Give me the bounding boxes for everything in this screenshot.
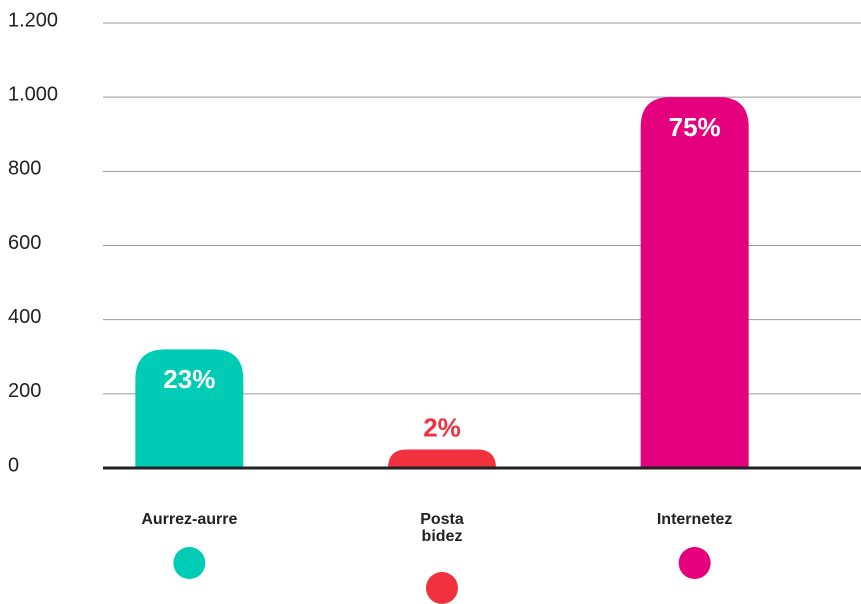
y-tick-label: 0 — [8, 454, 19, 476]
legend-dot — [173, 547, 206, 579]
bar — [388, 449, 496, 468]
x-tick-label: Posta bidez — [420, 511, 464, 545]
y-tick-label: 600 — [8, 232, 41, 254]
y-tick-label: 800 — [8, 158, 41, 180]
bar — [135, 349, 244, 468]
x-tick-label: Aurrez-aurre — [141, 511, 238, 528]
legend-dot — [678, 547, 711, 579]
y-tick-label: 200 — [8, 380, 41, 402]
data-label: 75% — [669, 112, 721, 142]
y-tick-label: 1.000 — [8, 83, 58, 105]
y-tick-label: 400 — [8, 306, 41, 328]
y-tick-label: 1.200 — [8, 9, 58, 31]
data-label: 23% — [163, 364, 215, 394]
legend-dot — [426, 572, 458, 604]
data-label: 2% — [423, 412, 461, 442]
x-tick-label: Internetez — [656, 511, 733, 528]
bar — [640, 97, 749, 469]
